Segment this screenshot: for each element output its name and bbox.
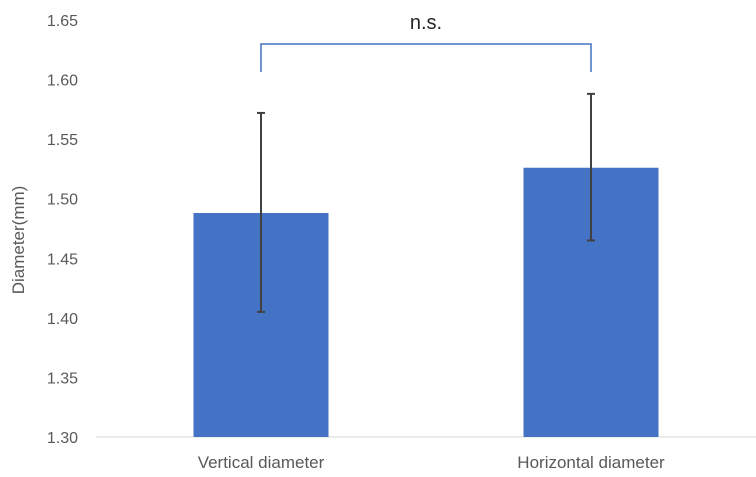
x-axis-labels: Vertical diameter Horizontal diameter bbox=[198, 453, 665, 472]
bars bbox=[193, 167, 659, 438]
y-tick-label: 1.65 bbox=[47, 13, 78, 30]
y-tick-label: 1.50 bbox=[47, 192, 78, 209]
y-tick-label: 1.30 bbox=[47, 430, 78, 447]
y-axis-label: Diameter(mm) bbox=[9, 186, 28, 295]
y-tick-label: 1.60 bbox=[47, 73, 78, 90]
y-tick-label: 1.55 bbox=[47, 132, 78, 149]
significance-label: n.s. bbox=[410, 12, 442, 34]
x-tick-label: Vertical diameter bbox=[198, 453, 325, 472]
significance-bracket-group: n.s. bbox=[260, 12, 592, 72]
y-axis-ticks: 1.30 1.35 1.40 1.45 1.50 1.55 1.60 1.65 bbox=[47, 13, 78, 447]
error-bars bbox=[257, 92, 595, 313]
y-tick-label: 1.35 bbox=[47, 370, 78, 387]
significance-bracket bbox=[260, 43, 592, 72]
x-tick-label: Horizontal diameter bbox=[517, 453, 665, 472]
y-tick-label: 1.45 bbox=[47, 251, 78, 268]
y-tick-label: 1.40 bbox=[47, 311, 78, 328]
